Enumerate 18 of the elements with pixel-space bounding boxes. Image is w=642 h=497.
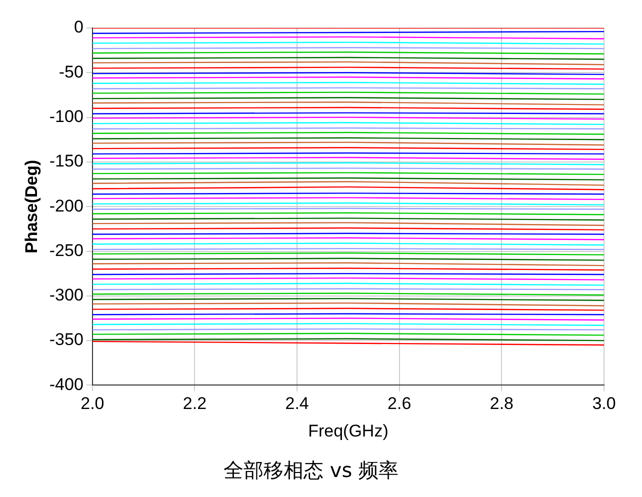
y-tick-label: 0 [74,18,84,37]
y-tick-label: -300 [49,286,84,305]
y-tick-label: -50 [58,62,84,82]
x-tick-label: 2.8 [490,394,514,414]
x-tick-label: 3.0 [592,394,616,414]
y-tick-label: -100 [49,106,84,126]
text: 全部移相态 vs 频率 [224,458,398,482]
y-tick-label: -150 [49,152,84,171]
x-axis-title: Freq(GHz) [308,421,388,440]
x-tick-label: 2.6 [388,394,412,414]
x-tick-label: 2.4 [285,394,309,414]
y-tick-label: -400 [49,374,84,394]
x-tick-label: 2.0 [80,394,104,414]
y-axis-title: Phase(Deg) [22,160,41,254]
y-tick-label: -250 [49,240,84,260]
y-tick-label: -350 [49,330,84,350]
y-tick-label: -200 [49,196,84,216]
x-tick-label: 2.2 [182,394,207,414]
